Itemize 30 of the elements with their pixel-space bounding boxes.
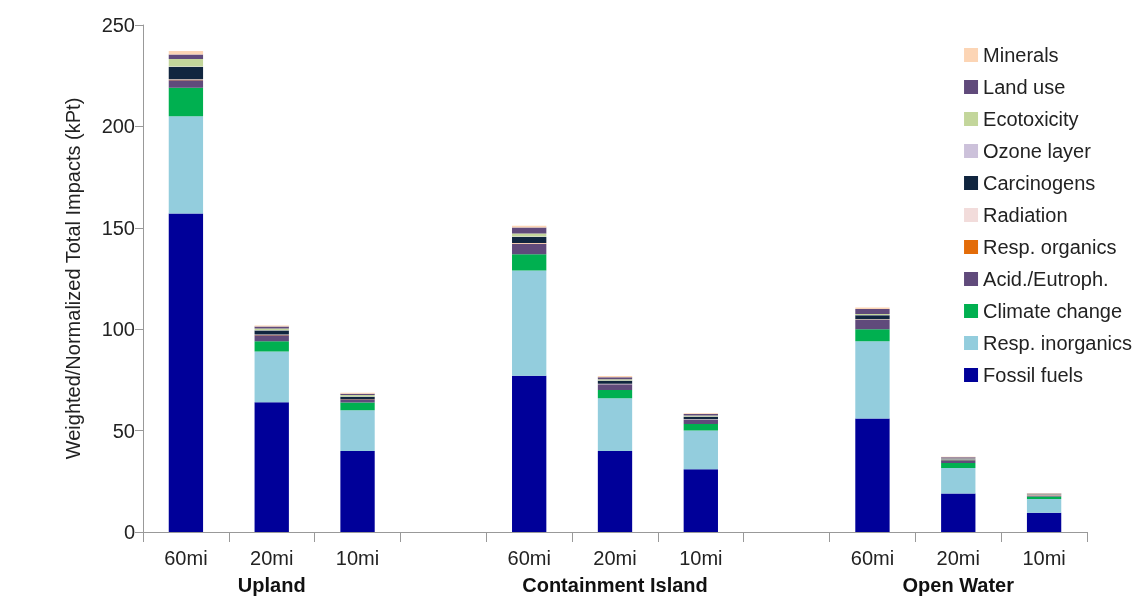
legend-label: Fossil fuels bbox=[983, 364, 1084, 386]
legend-label: Resp. organics bbox=[983, 236, 1117, 258]
x-tick-label: 20mi bbox=[936, 547, 980, 569]
y-tick-label: 200 bbox=[101, 115, 135, 138]
y-tick-label: 150 bbox=[101, 216, 135, 239]
x-tick-label: 60mi bbox=[507, 547, 551, 569]
legend-label: Land use bbox=[983, 76, 1066, 98]
legend-label: Resp. inorganics bbox=[983, 332, 1132, 354]
legend-label: Climate change bbox=[983, 300, 1122, 322]
x-tick-label: 10mi bbox=[679, 547, 723, 569]
x-tick-label: 20mi bbox=[593, 547, 637, 569]
y-axis-title: Weighted/Normalized Total Impacts (kPt) bbox=[62, 97, 84, 460]
y-tick-label: 100 bbox=[101, 318, 135, 341]
x-tick-label: 60mi bbox=[164, 547, 208, 569]
x-tick-label: 20mi bbox=[250, 547, 294, 569]
text: Containment Island bbox=[522, 574, 708, 596]
legend-label: Carcinogens bbox=[983, 172, 1096, 194]
x-tick-label: 60mi bbox=[850, 547, 895, 569]
y-tick-label: 250 bbox=[101, 14, 135, 36]
legend-label: Ecotoxicity bbox=[983, 108, 1079, 130]
x-tick-label: 10mi bbox=[1022, 547, 1066, 569]
y-tick-label: 0 bbox=[123, 521, 135, 543]
y-tick-label: 50 bbox=[112, 419, 135, 442]
text: Upland bbox=[237, 574, 306, 596]
x-tick-label: 10mi bbox=[335, 547, 380, 569]
legend-label: Minerals bbox=[983, 44, 1059, 66]
text: Open Water bbox=[902, 574, 1015, 596]
legend-label: Ozone layer bbox=[983, 140, 1092, 162]
legend-label: Acid./Eutroph. bbox=[983, 268, 1109, 290]
legend-label: Radiation bbox=[983, 204, 1068, 226]
